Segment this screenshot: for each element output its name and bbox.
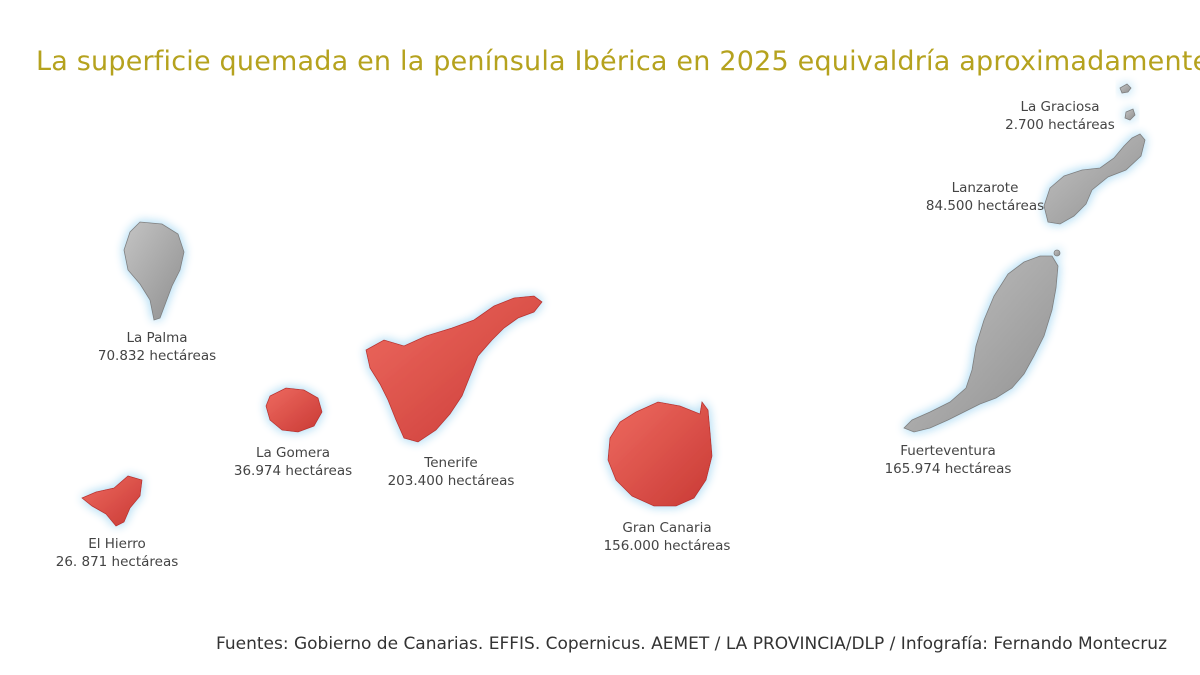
island-name: La Graciosa [1020,99,1100,115]
island-name: Gran Canaria [622,520,712,536]
label-gran-canaria: Gran Canaria 156.000 hectáreas [604,519,731,555]
label-fuerteventura: Fuerteventura 165.974 hectáreas [885,442,1012,478]
island-el-hierro [81,475,143,527]
island-name: Lanzarote [951,180,1019,196]
island-lanzarote [1043,133,1146,225]
island-la-palma [123,221,185,321]
island-area: 203.400 hectáreas [387,473,515,489]
infographic-title: La superficie quemada en la península Ib… [36,46,1200,77]
island-name: La Gomera [255,445,331,461]
island-area: 26. 871 hectáreas [55,554,179,570]
island-name: Fuerteventura [900,443,996,459]
label-la-graciosa: La Graciosa 2.700 hectáreas [1005,98,1115,134]
island-area: 84.500 hectáreas [925,198,1045,214]
island-area: 70.832 hectáreas [97,348,217,364]
island-area: 156.000 hectáreas [603,538,731,554]
island-name: Tenerife [424,455,478,471]
island-la-gomera [265,387,323,433]
label-la-palma: La Palma 70.832 hectáreas [98,329,216,365]
label-tenerife: Tenerife 203.400 hectáreas [388,454,515,490]
label-la-gomera: La Gomera 36.974 hectáreas [234,444,352,480]
island-area: 2.700 hectáreas [1005,117,1115,133]
island-area: 36.974 hectáreas [233,463,353,479]
label-el-hierro: El Hierro 26. 871 hectáreas [56,535,179,571]
island-area: 165.974 hectáreas [884,461,1012,477]
source-credits: Fuentes: Gobierno de Canarias. EFFIS. Co… [216,634,1167,654]
island-name: La Palma [126,330,188,346]
island-name: El Hierro [88,536,146,552]
island-fuerteventura [903,249,1061,433]
island-gran-canaria [607,401,713,507]
island-la-graciosa [1119,83,1136,121]
island-tenerife [365,295,543,443]
label-lanzarote: Lanzarote 84.500 hectáreas [926,179,1044,215]
